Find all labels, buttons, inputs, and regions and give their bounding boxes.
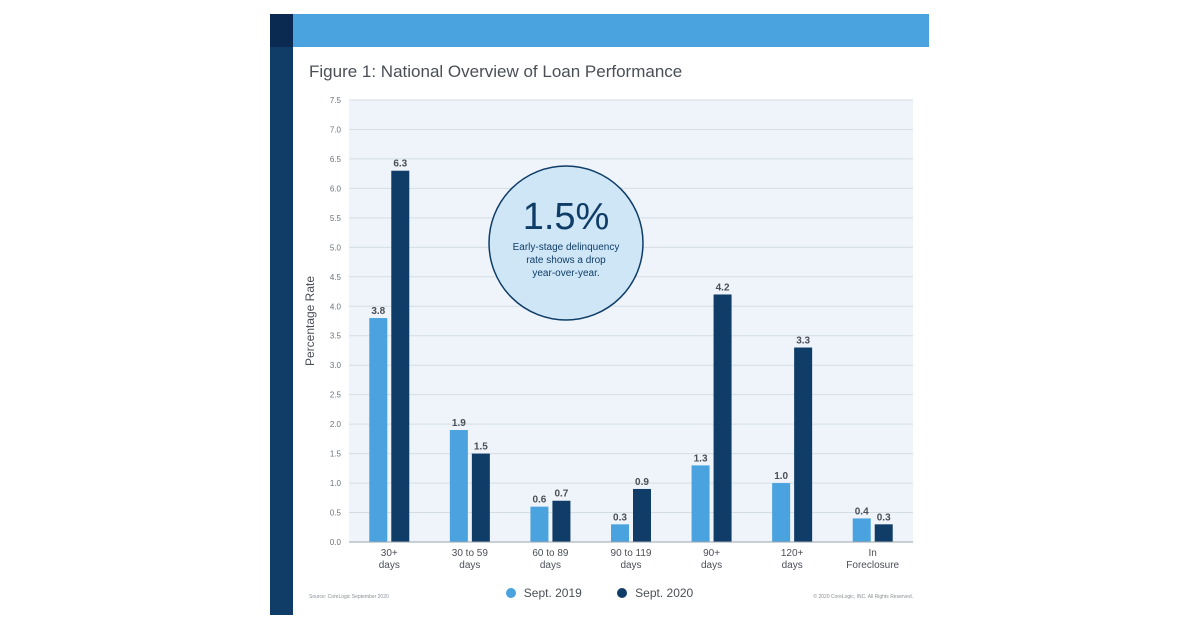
bar-value-label: 0.7 [554, 489, 568, 500]
bar-2019 [852, 518, 871, 542]
callout-bubble: 1.5% Early-stage delinquency rate shows … [488, 165, 644, 321]
bar-2020 [713, 294, 732, 542]
chart-legend: Sept. 2019 Sept. 2020 [270, 586, 929, 601]
chart-title: Figure 1: National Overview of Loan Perf… [309, 62, 683, 81]
callout-line-2: rate shows a drop [526, 255, 606, 266]
legend-swatch-2020 [617, 588, 628, 598]
bar-value-label: 0.6 [532, 495, 546, 506]
y-tick-label: 7.0 [330, 125, 342, 134]
x-tick-label: 90 to 119 [611, 548, 652, 559]
bar-2020 [552, 500, 571, 542]
callout-line-1: Early-stage delinquency [513, 242, 620, 253]
bar-value-label: 1.3 [694, 453, 708, 464]
bar-chart: 0.0 0.5 1.0 1.5 2.0 2.5 3.0 3.5 4.0 4.5 5.0 5.5 6.0 6… [303, 96, 913, 571]
top-accent-bar [293, 14, 929, 47]
bar-value-label: 3.3 [796, 336, 810, 347]
x-tick-label: days [459, 560, 480, 571]
bar-2019 [449, 430, 468, 542]
copyright-note: © 2020 CoreLogic, INC. All Rights Reserv… [813, 594, 913, 600]
x-tick-label: 120+ [781, 548, 804, 559]
bar-value-label: 1.0 [774, 471, 788, 482]
callout-value: 1.5% [523, 196, 610, 238]
legend-item-2020: Sept. 2020 [617, 586, 693, 600]
x-tick-label: 30 to 59 [452, 548, 489, 559]
bar-2019 [530, 506, 549, 542]
y-tick-label: 5.5 [330, 214, 342, 223]
x-tick-label: days [379, 560, 400, 571]
bar-2020 [391, 170, 410, 542]
x-tick-label: 60 to 89 [532, 548, 569, 559]
y-tick-label: 6.5 [330, 155, 342, 164]
legend-label-2019: Sept. 2019 [523, 586, 582, 600]
y-tick-label: 4.0 [330, 302, 342, 311]
bar-value-label: 4.2 [716, 282, 730, 293]
x-tick-label: days [620, 560, 641, 571]
bar-2019 [369, 318, 388, 542]
chart-card: Figure 1: National Overview of Loan Perf… [270, 14, 929, 615]
x-tick-label: 90+ [703, 548, 720, 559]
bar-2019 [611, 524, 629, 542]
y-tick-label: 6.0 [330, 184, 342, 193]
bar-value-label: 0.3 [877, 512, 891, 523]
bar-value-label: 0.3 [613, 512, 627, 523]
x-tick-label: Foreclosure [846, 560, 899, 571]
bar-value-label: 1.5 [474, 442, 488, 453]
bar-2019 [691, 465, 710, 542]
side-accent-bar [270, 14, 293, 615]
source-note: Source: CoreLogic September 2020 [309, 594, 389, 600]
y-tick-label: 2.0 [330, 420, 342, 429]
y-tick-label: 2.5 [330, 391, 342, 400]
legend-label-2020: Sept. 2020 [635, 586, 694, 600]
x-tick-label: days [782, 560, 803, 571]
bar-value-label: 6.3 [393, 159, 407, 170]
bar-value-label: 0.9 [635, 477, 649, 488]
corner-accent [270, 14, 293, 47]
bar-2019 [772, 483, 791, 542]
y-axis-label: Percentage Rate [303, 276, 317, 366]
bar-value-label: 3.8 [371, 306, 385, 317]
y-tick-label: 1.5 [330, 450, 342, 459]
bar-2020 [471, 453, 490, 542]
x-tick-label: In [869, 548, 877, 559]
y-tick-label: 0.0 [330, 538, 342, 547]
bar-2020 [794, 347, 813, 542]
plot-area [349, 100, 913, 542]
y-tick-label: 3.5 [330, 332, 342, 341]
bar-2020 [874, 524, 893, 542]
y-tick-label: 7.5 [330, 96, 342, 105]
y-tick-label: 0.5 [330, 509, 342, 518]
bar-value-label: 1.9 [452, 418, 466, 429]
x-tick-label: days [701, 560, 722, 571]
bar-value-label: 0.4 [855, 506, 869, 517]
callout-line-3: year-over-year. [532, 268, 599, 279]
legend-item-2019: Sept. 2019 [505, 586, 582, 600]
y-tick-label: 1.0 [330, 479, 342, 488]
y-tick-label: 4.5 [330, 273, 342, 282]
y-tick-label: 5.0 [330, 243, 342, 252]
legend-swatch-2019 [505, 588, 516, 598]
bar-2020 [633, 488, 651, 542]
x-tick-label: 30+ [381, 548, 398, 559]
x-tick-label: days [540, 560, 561, 571]
y-tick-label: 3.0 [330, 361, 342, 370]
